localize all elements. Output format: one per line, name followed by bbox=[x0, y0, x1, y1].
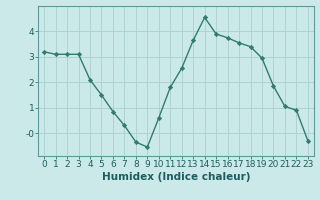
X-axis label: Humidex (Indice chaleur): Humidex (Indice chaleur) bbox=[102, 172, 250, 182]
